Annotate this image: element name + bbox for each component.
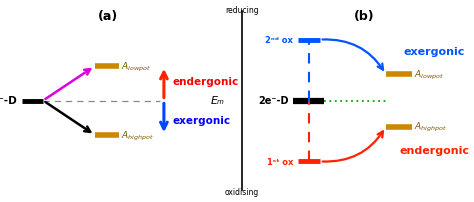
Text: exergonic: exergonic	[404, 46, 465, 57]
Text: oxidising: oxidising	[225, 187, 259, 196]
Text: 1ˢᵗ ox: 1ˢᵗ ox	[267, 157, 293, 166]
Text: $A_{highpot}$: $A_{highpot}$	[414, 121, 447, 134]
Text: exergonic: exergonic	[173, 115, 231, 125]
Text: $A_{highpot}$: $A_{highpot}$	[121, 129, 154, 142]
Text: (a): (a)	[98, 10, 118, 23]
Text: 2ⁿᵈ ox: 2ⁿᵈ ox	[265, 36, 293, 45]
Text: endergonic: endergonic	[399, 145, 469, 156]
Text: reducing: reducing	[225, 6, 258, 15]
Text: 2e⁻-D: 2e⁻-D	[258, 96, 289, 106]
Text: $A_{lowpot}$: $A_{lowpot}$	[414, 68, 445, 81]
Text: Eₘ: Eₘ	[211, 96, 225, 106]
Text: (b): (b)	[354, 10, 374, 23]
Text: endergonic: endergonic	[173, 77, 239, 87]
Text: $A_{lowpot}$: $A_{lowpot}$	[121, 60, 151, 73]
Text: 2e⁻-D: 2e⁻-D	[0, 96, 17, 106]
